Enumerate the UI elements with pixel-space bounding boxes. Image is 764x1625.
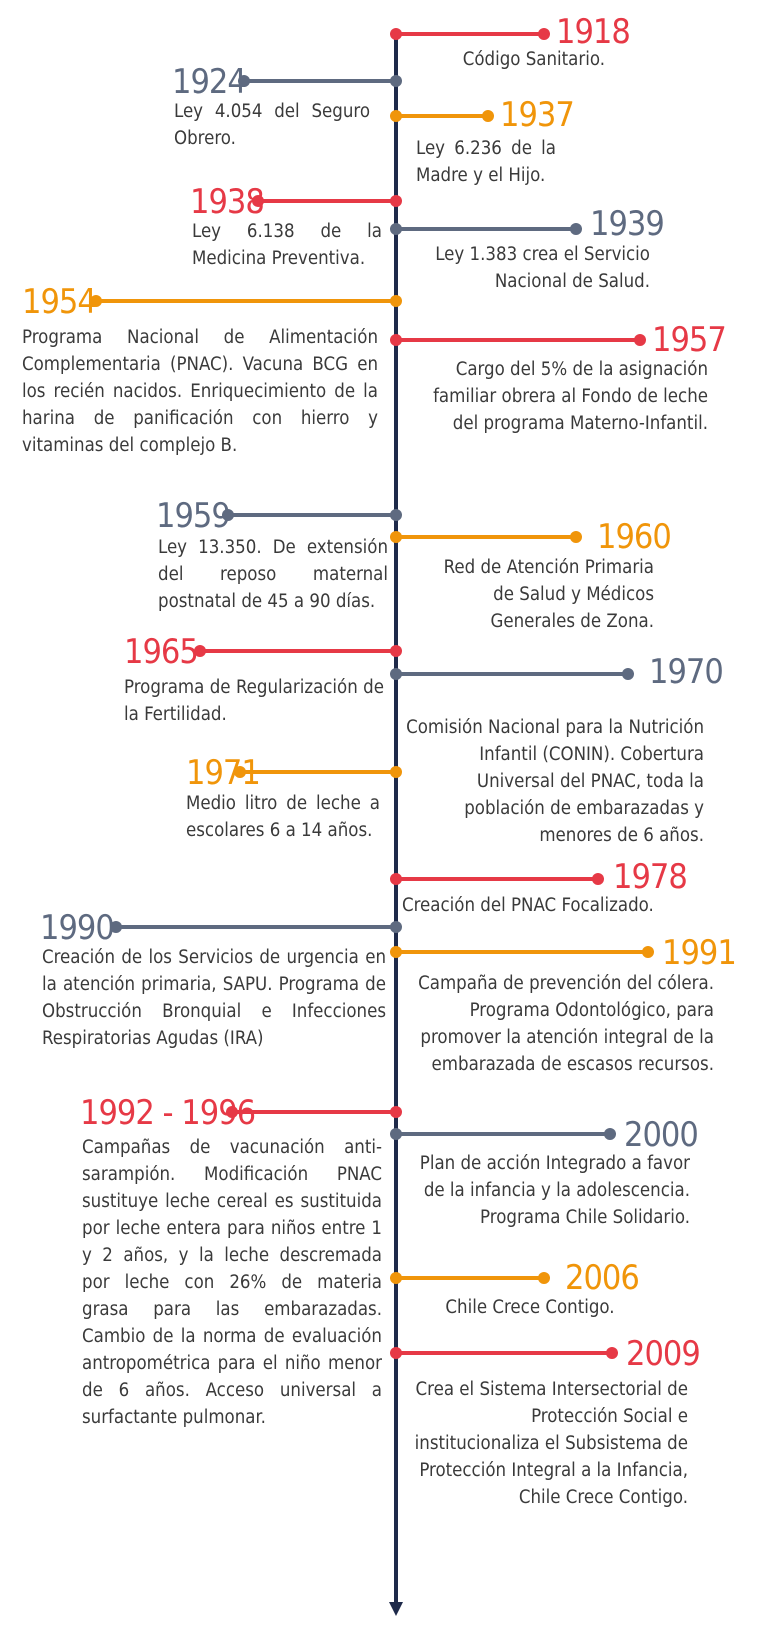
event-year: 1971	[186, 753, 261, 793]
event-connector-line	[396, 32, 544, 36]
event-description: Creación del PNAC Focalizado.	[402, 895, 654, 916]
event-connector-line	[396, 338, 640, 342]
event-year: 2006	[565, 1258, 640, 1298]
event-year: 1959	[156, 496, 231, 536]
event-description: Red de Atención Primaria de Salud y Médi…	[443, 557, 654, 632]
line-end-dot	[222, 509, 234, 521]
line-end-dot	[252, 195, 264, 207]
event-year: 1970	[649, 652, 724, 692]
axis-marker-dot	[390, 1106, 402, 1118]
event-description: Comisión Nacional para la Nutrición Infa…	[406, 717, 704, 846]
line-end-dot	[194, 645, 206, 657]
event-year: 1954	[22, 282, 97, 322]
timeline-axis	[394, 30, 398, 1605]
event-description: Plan de acción Integrado a favor de la i…	[419, 1153, 690, 1228]
line-end-dot	[90, 295, 102, 307]
event-connector-line	[396, 1351, 612, 1355]
event-year: 1939	[590, 204, 665, 244]
axis-marker-dot	[390, 28, 402, 40]
axis-marker-dot	[390, 1128, 402, 1140]
line-end-dot	[592, 873, 604, 885]
event-connector-line	[396, 114, 488, 118]
axis-marker-dot	[390, 334, 402, 346]
event-year: 1918	[556, 12, 631, 52]
event-connector-line	[396, 950, 648, 954]
event-year: 1957	[652, 320, 727, 360]
axis-marker-dot	[390, 946, 402, 958]
line-end-dot	[622, 668, 634, 680]
event-description: Programa Nacional de Alimentación Comple…	[22, 327, 378, 456]
event-connector-line	[396, 227, 576, 231]
event-connector-line	[116, 925, 396, 929]
axis-marker-dot	[390, 873, 402, 885]
line-end-dot	[110, 921, 122, 933]
event-connector-line	[396, 1132, 610, 1136]
line-end-dot	[538, 28, 550, 40]
axis-marker-dot	[390, 223, 402, 235]
event-description: Ley 4.054 del Seguro Obrero.	[174, 101, 370, 149]
event-description: Ley 1.383 crea el Servicio Nacional de S…	[435, 244, 650, 292]
event-connector-line	[258, 199, 396, 203]
event-description: Ley 6.138 de la Medicina Preventiva.	[192, 221, 382, 269]
line-end-dot	[538, 1272, 550, 1284]
event-year: 1978	[613, 857, 688, 897]
event-year: 1992 - 1996	[80, 1093, 256, 1133]
event-year: 1965	[124, 632, 199, 672]
event-description: Crea el Sistema Intersectorial de Protec…	[414, 1379, 688, 1508]
event-connector-line	[396, 877, 598, 881]
event-year: 1924	[172, 62, 247, 102]
axis-marker-dot	[390, 295, 402, 307]
line-end-dot	[238, 75, 250, 87]
line-end-dot	[634, 334, 646, 346]
event-description: Medio litro de leche a escolares 6 a 14 …	[186, 793, 380, 841]
event-connector-line	[232, 1110, 396, 1114]
event-description: Programa de Regularización de la Fertili…	[124, 677, 384, 725]
event-connector-line	[228, 513, 396, 517]
event-connector-line	[244, 79, 396, 83]
event-description: Cargo del 5% de la asignación familiar o…	[433, 359, 708, 434]
event-connector-line	[396, 535, 576, 539]
axis-marker-dot	[390, 75, 402, 87]
event-year: 1990	[40, 908, 115, 948]
line-end-dot	[570, 531, 582, 543]
axis-marker-dot	[390, 668, 402, 680]
line-end-dot	[606, 1347, 618, 1359]
event-year: 1960	[597, 517, 672, 557]
line-end-dot	[570, 223, 582, 235]
axis-marker-dot	[390, 1272, 402, 1284]
event-description: Código Sanitario.	[462, 49, 605, 70]
event-description: Campaña de prevención del cólera. Progra…	[418, 973, 714, 1075]
axis-marker-dot	[390, 195, 402, 207]
event-description: Ley 13.350. De extensión del reposo mate…	[158, 537, 388, 612]
event-description: Creación de los Servicios de urgencia en…	[42, 947, 386, 1049]
event-connector-line	[96, 299, 396, 303]
event-description: Campañas de vacunación anti-sarampión. M…	[82, 1137, 382, 1428]
axis-marker-dot	[390, 110, 402, 122]
event-description: Ley 6.236 de la Madre y el Hijo.	[416, 138, 556, 186]
event-year: 1991	[662, 933, 737, 973]
line-end-dot	[226, 1106, 238, 1118]
line-end-dot	[482, 110, 494, 122]
line-end-dot	[234, 766, 246, 778]
event-year: 1938	[190, 182, 265, 222]
event-description: Chile Crece Contigo.	[445, 1297, 615, 1318]
event-connector-line	[396, 1276, 544, 1280]
event-connector-line	[200, 649, 396, 653]
event-year: 2000	[624, 1115, 699, 1155]
axis-marker-dot	[390, 645, 402, 657]
event-connector-line	[396, 672, 628, 676]
axis-marker-dot	[390, 509, 402, 521]
axis-marker-dot	[390, 1347, 402, 1359]
event-year: 2009	[626, 1334, 701, 1374]
axis-marker-dot	[390, 921, 402, 933]
line-end-dot	[604, 1128, 616, 1140]
timeline-arrowhead	[389, 1602, 403, 1616]
axis-marker-dot	[390, 531, 402, 543]
event-connector-line	[240, 770, 396, 774]
event-year: 1937	[500, 95, 575, 135]
line-end-dot	[642, 946, 654, 958]
axis-marker-dot	[390, 766, 402, 778]
